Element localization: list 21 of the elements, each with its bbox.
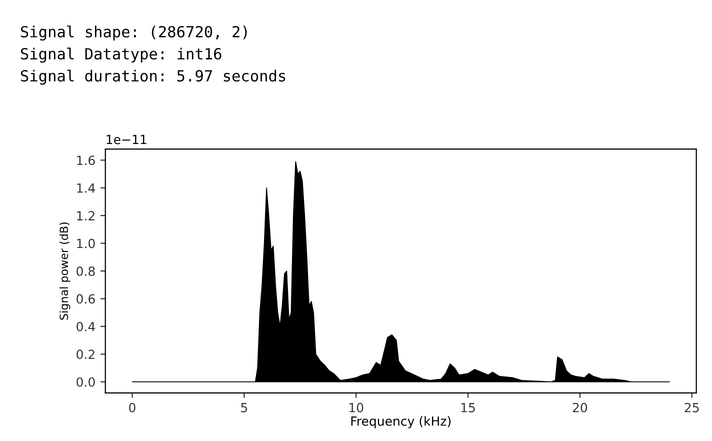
y-tick-label: 0.4	[76, 322, 95, 332]
text: 1e−11	[106, 134, 146, 144]
text: Signal Datatype: int16	[20, 48, 222, 63]
y-tick-label: 1.4	[77, 183, 95, 193]
y-tick-label: 0.8	[76, 266, 95, 276]
x-tick-label: 0	[129, 402, 136, 412]
y-tick-label: 1.6	[77, 156, 95, 166]
x-axis-title: Frequency (kHz)	[351, 416, 451, 428]
x-tick-label: 15	[461, 403, 475, 412]
y-tick-label: 0.6	[76, 294, 95, 304]
y-tick-label: 1.2	[77, 211, 94, 220]
text: Signal shape: (286720, 2)	[20, 26, 247, 41]
x-tick-label: 25	[684, 402, 699, 412]
y-tick-label: 0.0	[76, 377, 95, 387]
x-tick-label: 5	[241, 403, 248, 412]
x-tick-label: 10	[350, 402, 364, 412]
x-tick-label: 20	[572, 402, 588, 412]
y-axis-title: Signal power (dB)	[59, 222, 70, 320]
text: Signal duration: 5.97 seconds	[20, 70, 286, 85]
y-tick-label: 0.2	[76, 350, 94, 360]
y-tick-label: 1.0	[77, 238, 95, 248]
